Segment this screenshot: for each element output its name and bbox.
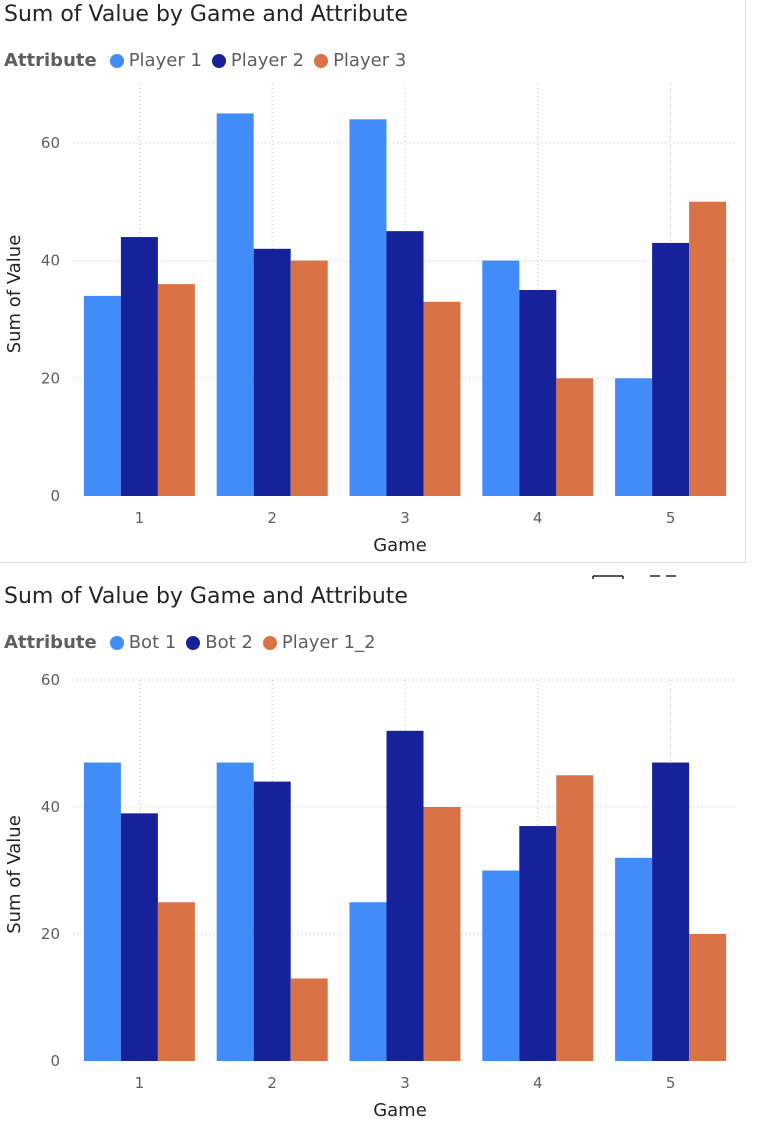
- y-tick-label: 20: [41, 369, 60, 387]
- bar-bot-2-game-4: [519, 826, 557, 1061]
- bar-player-1-2-game-1: [157, 902, 195, 1061]
- bar-player-1-game-2: [216, 113, 254, 496]
- bars: [83, 730, 727, 1061]
- y-tick-label: 40: [41, 252, 60, 270]
- legend-label: Player 1_2: [281, 632, 376, 653]
- legend-dot: [109, 53, 124, 68]
- y-tick-label: 0: [50, 1052, 60, 1070]
- bar-player-2-game-1: [120, 237, 158, 496]
- x-tick-label: 2: [267, 1074, 277, 1092]
- bar-player-1-game-4: [482, 260, 520, 496]
- x-tick-label: 3: [400, 509, 410, 527]
- bar-bot-2-game-3: [386, 730, 424, 1061]
- legend-dot: [262, 635, 277, 650]
- legend-item-series-3[interactable]: Player 3: [314, 50, 406, 71]
- y-tick-label: 40: [41, 798, 60, 816]
- legend-item-series-3[interactable]: Player 1_2: [262, 632, 376, 653]
- bar-player-3-game-3: [423, 301, 461, 496]
- x-tick-label: 5: [666, 509, 676, 527]
- legend-title: Attribute: [4, 632, 97, 653]
- legend-dot: [211, 53, 226, 68]
- bar-player-1-game-3: [349, 119, 387, 497]
- legend-item-series-1[interactable]: Bot 1: [109, 632, 177, 653]
- bar-bot-2-game-5: [652, 762, 690, 1061]
- x-tick-label: 4: [533, 509, 543, 527]
- bar-bot-2-game-1: [120, 813, 158, 1061]
- bar-player-1-2-game-2: [290, 978, 328, 1061]
- chart-visual-1[interactable]: Sum of Value by Game and Attribute Attri…: [0, 0, 769, 565]
- y-tick-label: 60: [41, 671, 60, 689]
- bar-player-2-game-2: [253, 248, 291, 496]
- bar-player-3-game-2: [290, 260, 328, 496]
- y-tick-label: 20: [41, 925, 60, 943]
- bar-player-1-2-game-5: [689, 934, 727, 1061]
- bar-bot-1-game-2: [216, 762, 254, 1061]
- legend-item-series-1[interactable]: Player 1: [109, 50, 202, 71]
- bar-player-2-game-4: [519, 290, 557, 496]
- x-tick-label: 5: [666, 1074, 676, 1092]
- x-tick-label: 1: [135, 509, 145, 527]
- legend-item-series-2[interactable]: Player 2: [211, 50, 305, 71]
- y-axis-title: Sum of Value: [4, 815, 25, 934]
- bar-player-1-game-5: [615, 378, 653, 496]
- legend: Attribute Bot 1 Bot 2 Player 1_2: [4, 632, 386, 653]
- chart-title: Sum of Value by Game and Attribute: [4, 2, 408, 27]
- bar-player-1-game-1: [83, 295, 121, 496]
- x-tick-label: 3: [400, 1074, 410, 1092]
- bar-player-3-game-1: [157, 284, 195, 496]
- legend-label: Bot 1: [128, 632, 177, 653]
- legend-title: Attribute: [4, 50, 97, 71]
- bar-bot-1-game-4: [482, 870, 520, 1061]
- y-axis-title: Sum of Value: [4, 235, 25, 354]
- legend-dot: [186, 635, 201, 650]
- legend: Attribute Player 1 Player 2 Player 3: [4, 50, 416, 71]
- x-axis-title: Game: [373, 535, 427, 556]
- chart-title: Sum of Value by Game and Attribute: [4, 584, 408, 609]
- legend-label: Player 1: [128, 50, 202, 71]
- bars: [83, 113, 727, 497]
- legend-label: Player 2: [230, 50, 305, 71]
- focus-mode-icon: [592, 575, 624, 579]
- chart-visual-2[interactable]: Sum of Value by Game and Attribute Attri…: [0, 575, 769, 1128]
- bar-player-2-game-3: [386, 231, 424, 496]
- legend-dot: [314, 53, 329, 68]
- legend-dot: [109, 635, 124, 650]
- x-tick-label: 1: [135, 1074, 145, 1092]
- bar-player-1-2-game-4: [556, 775, 594, 1061]
- x-axis-title: Game: [373, 1100, 427, 1121]
- bar-bot-2-game-2: [253, 781, 291, 1061]
- bar-player-3-game-5: [689, 201, 727, 496]
- bar-bot-1-game-3: [349, 902, 387, 1061]
- x-tick-label: 4: [533, 1074, 543, 1092]
- visual-header-icons: [592, 575, 676, 579]
- bar-player-3-game-4: [556, 378, 594, 496]
- bar-player-1-2-game-3: [423, 807, 461, 1061]
- y-tick-label: 0: [50, 487, 60, 505]
- bar-bot-1-game-1: [83, 762, 121, 1061]
- bar-plot: 0 20 40 60 1 2 3 4 5 Game Sum of Value: [4, 84, 737, 556]
- y-tick-label: 60: [41, 134, 60, 152]
- legend-label: Player 3: [333, 50, 407, 71]
- x-tick-label: 2: [267, 509, 277, 527]
- bar-bot-1-game-5: [615, 857, 653, 1061]
- bar-player-2-game-5: [652, 242, 690, 496]
- legend-label: Bot 2: [205, 632, 253, 653]
- legend-item-series-2[interactable]: Bot 2: [186, 632, 253, 653]
- bar-plot: 0 20 40 60 1 2 3 4 5 Game Sum of Value: [4, 671, 737, 1121]
